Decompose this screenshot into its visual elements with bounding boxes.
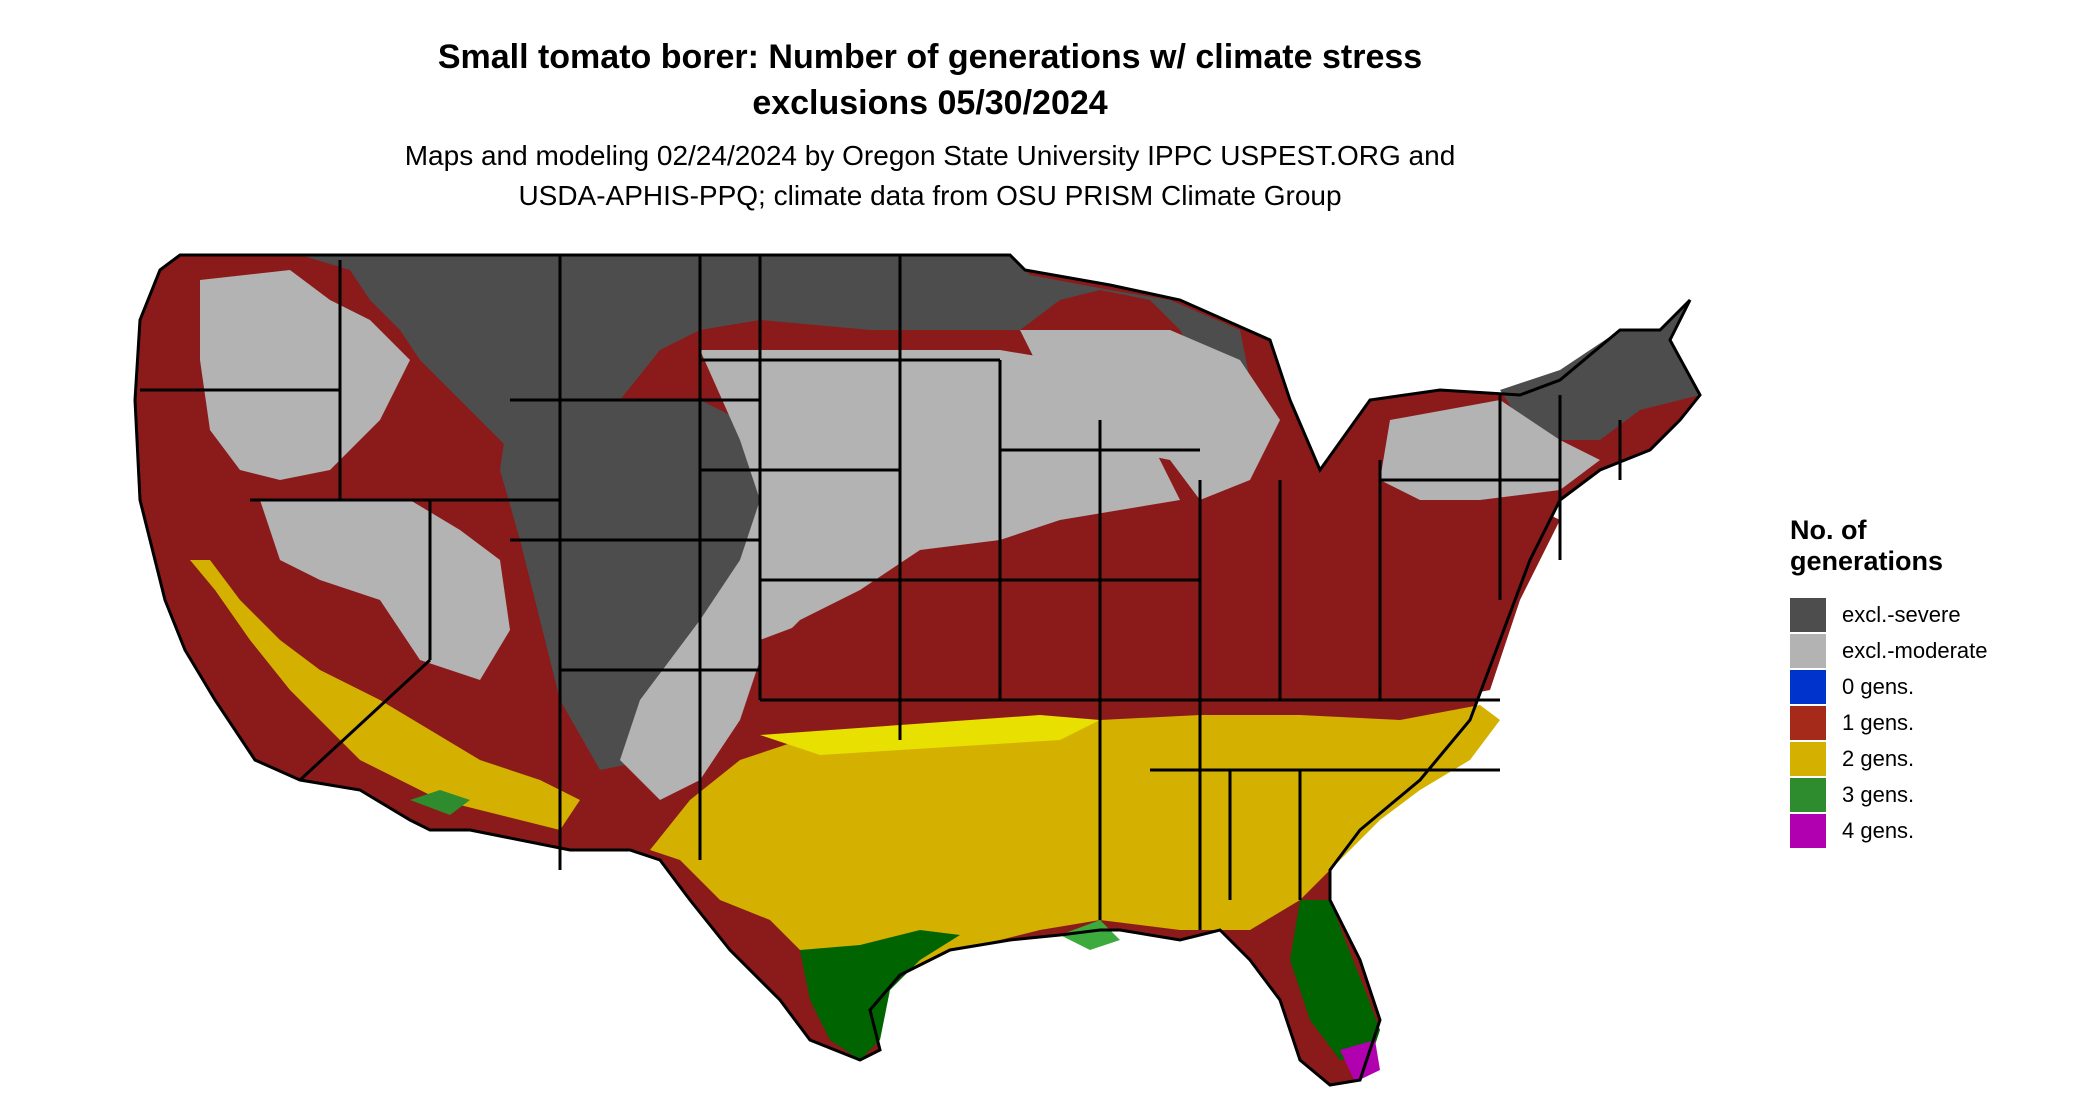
zone-gen3-florida — [1290, 900, 1380, 1060]
legend-item: 1 gens. — [1790, 705, 2090, 741]
zone-gen3-arizona — [410, 790, 470, 815]
zone-gen2-south — [650, 705, 1500, 1010]
zone-gen2-california — [190, 560, 580, 830]
legend-label: 4 gens. — [1842, 818, 1915, 843]
legend-swatch — [1790, 706, 1826, 740]
legend-item: 3 gens. — [1790, 777, 2090, 813]
legend-item: excl.-moderate — [1790, 633, 2090, 669]
us-outline — [133, 253, 1702, 1087]
state-borders — [133, 253, 1702, 1087]
map-title-line2: exclusions 05/30/2024 — [752, 84, 1108, 122]
border-plains — [700, 255, 1000, 740]
zone-gen2-bright-fringe — [760, 715, 1100, 755]
legend-swatch — [1790, 634, 1826, 668]
map-subtitle: Maps and modeling 02/24/2024 by Oregon S… — [300, 136, 1560, 216]
legend-item: 2 gens. — [1790, 741, 2090, 777]
zone-excl-moderate-greatbasin — [260, 500, 510, 680]
legend-label: 0 gens. — [1842, 674, 1915, 699]
legend-label: 3 gens. — [1842, 782, 1915, 807]
legend-title: No. of generations — [1790, 515, 2090, 577]
legend-label: 1 gens. — [1842, 710, 1915, 735]
border-central — [998, 360, 1500, 920]
legend-title-line2: generations — [1790, 546, 1944, 576]
legend-swatch — [1790, 670, 1826, 704]
legend-item: excl.-severe — [1790, 597, 2090, 633]
legend-items: excl.-severe excl.-moderate 0 gens. 1 gens.… — [1790, 597, 2090, 849]
zone-excl-severe-northeast — [1500, 300, 1700, 440]
legend-label: 2 gens. — [1842, 746, 1915, 771]
border-east — [1150, 460, 1500, 930]
legend-swatch — [1790, 778, 1826, 812]
map-subtitle-line1: Maps and modeling 02/24/2024 by Oregon S… — [404, 140, 1456, 171]
legend-swatch — [1790, 814, 1826, 848]
border-west-north — [140, 260, 560, 782]
border-northeast — [1380, 395, 1622, 600]
us-generations-map — [133, 253, 1702, 1087]
legend-label: excl.-moderate — [1842, 638, 1988, 663]
legend-swatch — [1790, 598, 1826, 632]
legend-item: 4 gens. — [1790, 813, 2090, 849]
legend-title-line1: No. of — [1790, 515, 1867, 545]
zone-gen1-midwest — [760, 470, 1560, 730]
zone-excl-moderate-northeast — [1380, 400, 1600, 500]
map-legend: No. of generations excl.-severe excl.-mod… — [1790, 515, 2090, 849]
map-subtitle-line2: USDA-APHIS-PPQ; climate data from OSU PR… — [518, 180, 1342, 211]
map-title: Small tomato borer: Number of generation… — [300, 34, 1560, 126]
legend-item: 0 gens. — [1790, 669, 2090, 705]
zone-excl-moderate-greatlakes — [1020, 330, 1280, 500]
zone-gen3-louisiana — [1060, 920, 1120, 950]
legend-swatch — [1790, 742, 1826, 776]
zone-excl-moderate — [200, 270, 410, 480]
border-mountain — [510, 255, 760, 870]
zone-gen3-texas — [800, 930, 960, 1060]
legend-label: excl.-severe — [1842, 602, 1961, 627]
map-title-line1: Small tomato borer: Number of generation… — [437, 38, 1423, 76]
